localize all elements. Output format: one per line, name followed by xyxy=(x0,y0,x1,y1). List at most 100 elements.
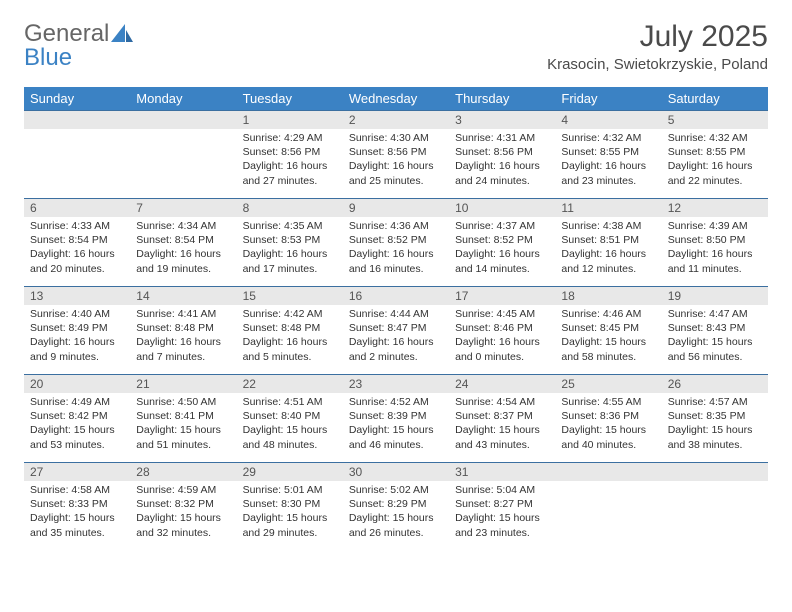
calendar-day-cell: 26Sunrise: 4:57 AMSunset: 8:35 PMDayligh… xyxy=(662,374,768,462)
day-number-bar xyxy=(24,110,130,129)
title-block: July 2025 Krasocin, Swietokrzyskie, Pola… xyxy=(547,20,768,73)
calendar-day-cell: 7Sunrise: 4:34 AMSunset: 8:54 PMDaylight… xyxy=(130,198,236,286)
day-number-bar: 19 xyxy=(662,286,768,305)
day-content: Sunrise: 4:41 AMSunset: 8:48 PMDaylight:… xyxy=(130,305,236,368)
day-number-bar: 16 xyxy=(343,286,449,305)
calendar-day-cell xyxy=(555,462,661,550)
day-content: Sunrise: 4:49 AMSunset: 8:42 PMDaylight:… xyxy=(24,393,130,456)
calendar-day-cell: 8Sunrise: 4:35 AMSunset: 8:53 PMDaylight… xyxy=(237,198,343,286)
calendar-day-cell: 31Sunrise: 5:04 AMSunset: 8:27 PMDayligh… xyxy=(449,462,555,550)
day-content: Sunrise: 4:31 AMSunset: 8:56 PMDaylight:… xyxy=(449,129,555,192)
day-number-bar: 13 xyxy=(24,286,130,305)
day-number-bar: 24 xyxy=(449,374,555,393)
day-content: Sunrise: 4:29 AMSunset: 8:56 PMDaylight:… xyxy=(237,129,343,192)
calendar-table: Sunday Monday Tuesday Wednesday Thursday… xyxy=(24,87,768,550)
day-content: Sunrise: 5:02 AMSunset: 8:29 PMDaylight:… xyxy=(343,481,449,544)
day-content: Sunrise: 4:55 AMSunset: 8:36 PMDaylight:… xyxy=(555,393,661,456)
calendar-body: 1Sunrise: 4:29 AMSunset: 8:56 PMDaylight… xyxy=(24,110,768,550)
weekday-header: Friday xyxy=(555,87,661,110)
day-content: Sunrise: 4:54 AMSunset: 8:37 PMDaylight:… xyxy=(449,393,555,456)
day-number-bar: 25 xyxy=(555,374,661,393)
day-number-bar: 27 xyxy=(24,462,130,481)
day-content: Sunrise: 4:50 AMSunset: 8:41 PMDaylight:… xyxy=(130,393,236,456)
calendar-day-cell: 2Sunrise: 4:30 AMSunset: 8:56 PMDaylight… xyxy=(343,110,449,198)
day-content: Sunrise: 4:42 AMSunset: 8:48 PMDaylight:… xyxy=(237,305,343,368)
calendar-day-cell: 12Sunrise: 4:39 AMSunset: 8:50 PMDayligh… xyxy=(662,198,768,286)
day-content: Sunrise: 4:39 AMSunset: 8:50 PMDaylight:… xyxy=(662,217,768,280)
day-content: Sunrise: 4:35 AMSunset: 8:53 PMDaylight:… xyxy=(237,217,343,280)
day-content: Sunrise: 4:40 AMSunset: 8:49 PMDaylight:… xyxy=(24,305,130,368)
day-number-bar: 11 xyxy=(555,198,661,217)
day-number-bar: 10 xyxy=(449,198,555,217)
day-number-bar: 8 xyxy=(237,198,343,217)
calendar-day-cell: 11Sunrise: 4:38 AMSunset: 8:51 PMDayligh… xyxy=(555,198,661,286)
calendar-day-cell xyxy=(130,110,236,198)
calendar-day-cell: 23Sunrise: 4:52 AMSunset: 8:39 PMDayligh… xyxy=(343,374,449,462)
day-number-bar: 22 xyxy=(237,374,343,393)
day-content: Sunrise: 4:32 AMSunset: 8:55 PMDaylight:… xyxy=(555,129,661,192)
day-number-bar: 30 xyxy=(343,462,449,481)
calendar-day-cell: 1Sunrise: 4:29 AMSunset: 8:56 PMDaylight… xyxy=(237,110,343,198)
day-content: Sunrise: 4:47 AMSunset: 8:43 PMDaylight:… xyxy=(662,305,768,368)
calendar-day-cell: 20Sunrise: 4:49 AMSunset: 8:42 PMDayligh… xyxy=(24,374,130,462)
day-number-bar: 18 xyxy=(555,286,661,305)
calendar-day-cell: 30Sunrise: 5:02 AMSunset: 8:29 PMDayligh… xyxy=(343,462,449,550)
day-content: Sunrise: 4:36 AMSunset: 8:52 PMDaylight:… xyxy=(343,217,449,280)
day-number-bar: 29 xyxy=(237,462,343,481)
header: General July 2025 Krasocin, Swietokrzysk… xyxy=(24,20,768,73)
day-number-bar xyxy=(662,462,768,481)
weekday-header: Saturday xyxy=(662,87,768,110)
day-number-bar: 4 xyxy=(555,110,661,129)
calendar-week-row: 27Sunrise: 4:58 AMSunset: 8:33 PMDayligh… xyxy=(24,462,768,550)
day-number-bar: 31 xyxy=(449,462,555,481)
logo-sail-icon xyxy=(111,24,133,44)
day-content: Sunrise: 4:33 AMSunset: 8:54 PMDaylight:… xyxy=(24,217,130,280)
day-content: Sunrise: 4:45 AMSunset: 8:46 PMDaylight:… xyxy=(449,305,555,368)
day-number-bar: 26 xyxy=(662,374,768,393)
day-content: Sunrise: 5:04 AMSunset: 8:27 PMDaylight:… xyxy=(449,481,555,544)
day-content: Sunrise: 4:34 AMSunset: 8:54 PMDaylight:… xyxy=(130,217,236,280)
day-number-bar: 23 xyxy=(343,374,449,393)
weekday-header: Sunday xyxy=(24,87,130,110)
calendar-day-cell: 16Sunrise: 4:44 AMSunset: 8:47 PMDayligh… xyxy=(343,286,449,374)
calendar-week-row: 13Sunrise: 4:40 AMSunset: 8:49 PMDayligh… xyxy=(24,286,768,374)
day-number-bar: 9 xyxy=(343,198,449,217)
calendar-week-row: 20Sunrise: 4:49 AMSunset: 8:42 PMDayligh… xyxy=(24,374,768,462)
day-content: Sunrise: 4:58 AMSunset: 8:33 PMDaylight:… xyxy=(24,481,130,544)
day-number-bar: 21 xyxy=(130,374,236,393)
day-content: Sunrise: 5:01 AMSunset: 8:30 PMDaylight:… xyxy=(237,481,343,544)
day-number-bar: 15 xyxy=(237,286,343,305)
calendar-day-cell: 29Sunrise: 5:01 AMSunset: 8:30 PMDayligh… xyxy=(237,462,343,550)
day-number-bar: 14 xyxy=(130,286,236,305)
calendar-day-cell: 17Sunrise: 4:45 AMSunset: 8:46 PMDayligh… xyxy=(449,286,555,374)
weekday-header: Thursday xyxy=(449,87,555,110)
calendar-day-cell: 21Sunrise: 4:50 AMSunset: 8:41 PMDayligh… xyxy=(130,374,236,462)
day-number-bar: 3 xyxy=(449,110,555,129)
calendar-day-cell: 3Sunrise: 4:31 AMSunset: 8:56 PMDaylight… xyxy=(449,110,555,198)
day-content: Sunrise: 4:51 AMSunset: 8:40 PMDaylight:… xyxy=(237,393,343,456)
day-number-bar xyxy=(130,110,236,129)
calendar-day-cell xyxy=(24,110,130,198)
calendar-week-row: 1Sunrise: 4:29 AMSunset: 8:56 PMDaylight… xyxy=(24,110,768,198)
calendar-day-cell: 13Sunrise: 4:40 AMSunset: 8:49 PMDayligh… xyxy=(24,286,130,374)
calendar-day-cell: 18Sunrise: 4:46 AMSunset: 8:45 PMDayligh… xyxy=(555,286,661,374)
day-number-bar: 17 xyxy=(449,286,555,305)
logo-text-blue: Blue xyxy=(24,44,72,72)
calendar-day-cell: 24Sunrise: 4:54 AMSunset: 8:37 PMDayligh… xyxy=(449,374,555,462)
day-number-bar xyxy=(555,462,661,481)
day-content: Sunrise: 4:57 AMSunset: 8:35 PMDaylight:… xyxy=(662,393,768,456)
weekday-header: Tuesday xyxy=(237,87,343,110)
day-number-bar: 1 xyxy=(237,110,343,129)
day-content: Sunrise: 4:46 AMSunset: 8:45 PMDaylight:… xyxy=(555,305,661,368)
calendar-day-cell: 27Sunrise: 4:58 AMSunset: 8:33 PMDayligh… xyxy=(24,462,130,550)
calendar-day-cell: 19Sunrise: 4:47 AMSunset: 8:43 PMDayligh… xyxy=(662,286,768,374)
calendar-day-cell: 5Sunrise: 4:32 AMSunset: 8:55 PMDaylight… xyxy=(662,110,768,198)
calendar-day-cell: 4Sunrise: 4:32 AMSunset: 8:55 PMDaylight… xyxy=(555,110,661,198)
weekday-header: Monday xyxy=(130,87,236,110)
day-content: Sunrise: 4:30 AMSunset: 8:56 PMDaylight:… xyxy=(343,129,449,192)
day-content: Sunrise: 4:37 AMSunset: 8:52 PMDaylight:… xyxy=(449,217,555,280)
day-content: Sunrise: 4:44 AMSunset: 8:47 PMDaylight:… xyxy=(343,305,449,368)
day-number-bar: 5 xyxy=(662,110,768,129)
weekday-header-row: Sunday Monday Tuesday Wednesday Thursday… xyxy=(24,87,768,110)
day-number-bar: 7 xyxy=(130,198,236,217)
